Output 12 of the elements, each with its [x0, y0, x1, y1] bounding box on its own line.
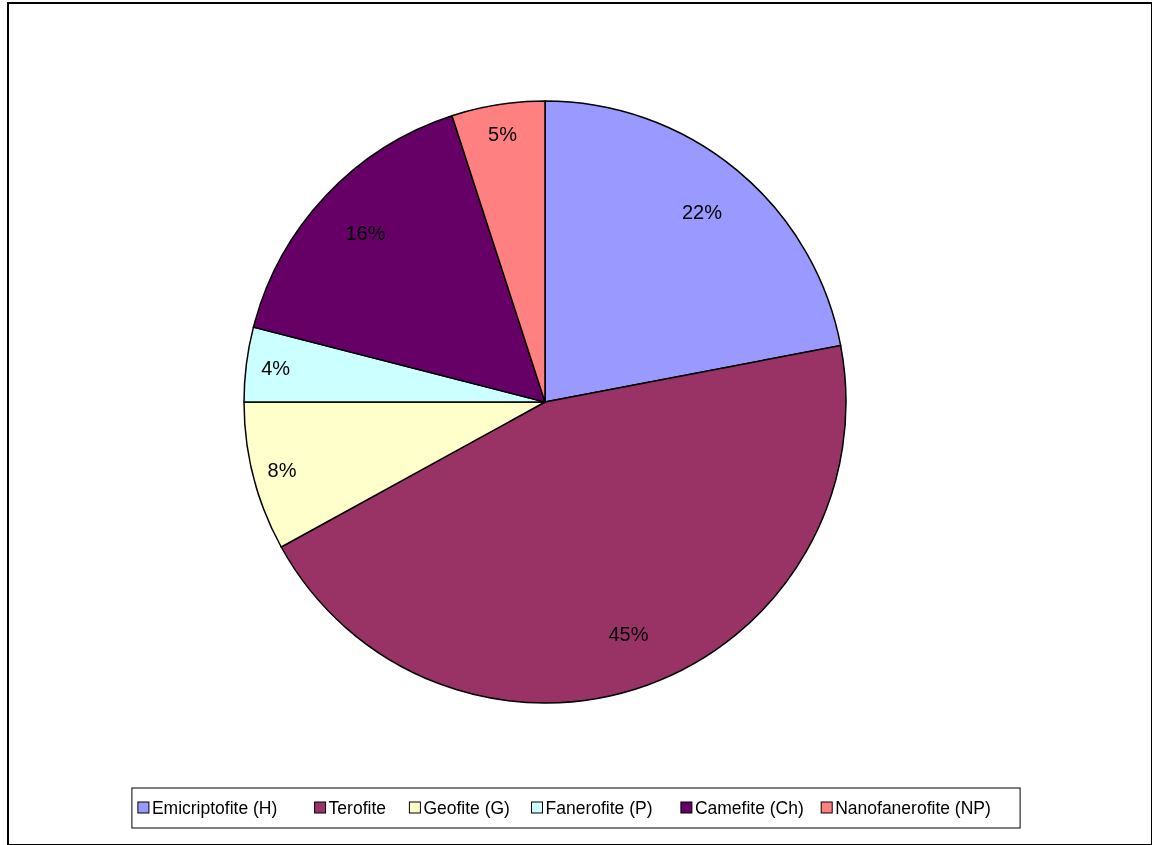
data-label: 4%	[261, 356, 291, 379]
legend-label: Terofite	[328, 798, 386, 818]
legend-label: Nanofanerofite (NP)	[835, 798, 991, 818]
legend-label: Emicriptofite (H)	[151, 798, 278, 818]
legend-label: Camefite (Ch)	[694, 798, 804, 818]
data-label: 5%	[488, 122, 518, 145]
legend-label: Geofite (G)	[423, 798, 510, 818]
data-label: 8%	[267, 458, 297, 481]
legend-label: Fanerofite (P)	[545, 798, 653, 818]
data-label: 22%	[682, 201, 723, 224]
data-label: 16%	[345, 222, 386, 245]
data-label: 45%	[608, 622, 649, 645]
